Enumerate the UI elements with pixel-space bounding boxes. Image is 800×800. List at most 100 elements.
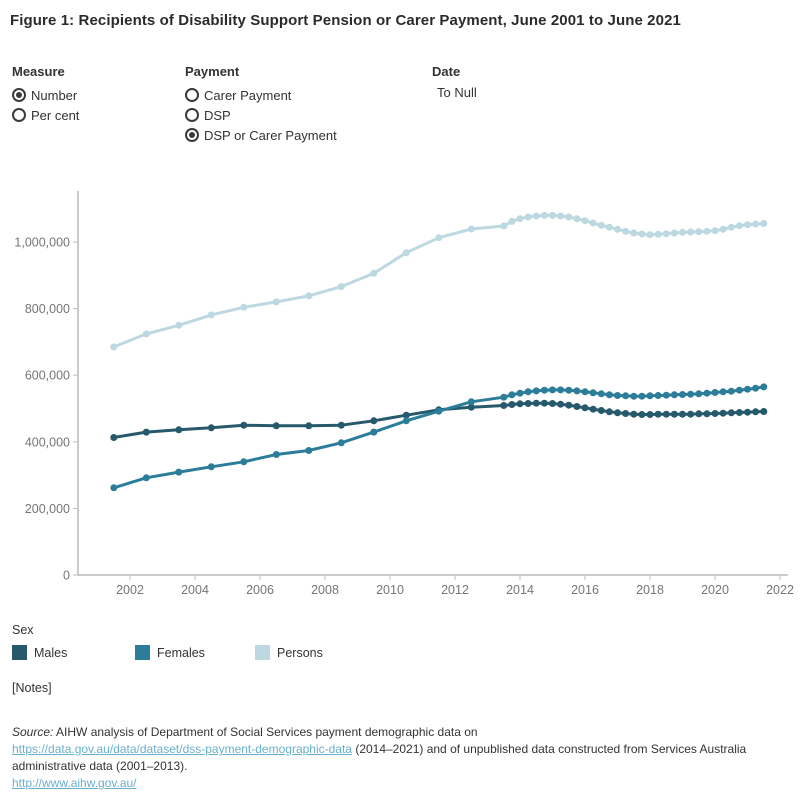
data-point (679, 391, 686, 398)
data-point (744, 221, 751, 229)
data-point (557, 400, 565, 408)
data-point (337, 283, 345, 291)
measure-option-number[interactable]: Number (12, 85, 79, 105)
data-point (272, 451, 280, 458)
data-point (597, 407, 605, 414)
source-text-2: (2014–2021) and of unpublished data cons… (351, 742, 747, 756)
data-point (240, 303, 248, 311)
data-point (646, 411, 654, 418)
data-point (272, 298, 280, 306)
data-point (638, 230, 646, 238)
data-point (305, 447, 313, 454)
x-tick-label: 2006 (246, 583, 274, 597)
data-point (703, 389, 711, 397)
data-point (752, 220, 760, 228)
data-point (605, 408, 613, 416)
data-point (614, 409, 621, 417)
data-point (573, 387, 581, 395)
series-persons (110, 211, 768, 351)
data-point (370, 269, 378, 277)
legend-item-persons[interactable]: Persons (255, 645, 323, 660)
data-point (703, 410, 711, 418)
series-females (110, 383, 768, 492)
data-point (402, 417, 410, 425)
data-point (532, 212, 540, 220)
data-point (630, 229, 638, 237)
data-point (605, 391, 613, 399)
radio-option-label: Number (31, 87, 78, 103)
data-point (614, 392, 621, 399)
legend-item-females[interactable]: Females (135, 645, 205, 660)
data-point (573, 215, 581, 223)
legend-swatch-females (135, 645, 150, 660)
data-point (500, 402, 508, 409)
source-text-1: AIHW analysis of Department of Social Se… (53, 725, 478, 739)
y-tick-label: 600,000 (25, 369, 70, 383)
radio-option-label: DSP or Carer Payment (204, 127, 337, 143)
x-tick-label: 2012 (441, 583, 469, 597)
data-point (605, 223, 613, 231)
y-tick-label: 200,000 (25, 502, 70, 516)
date-filter: Date To Null (432, 64, 477, 100)
data-point (402, 411, 410, 419)
data-point (679, 410, 686, 418)
data-point (719, 388, 727, 396)
payment-option-dsp[interactable]: DSP (185, 105, 337, 125)
line-chart[interactable]: 0 200,000 400,000 600,000 800,000 1,000,000 20… (0, 183, 800, 603)
data-point (662, 410, 670, 418)
data-point (500, 222, 508, 230)
radio-unselected-icon (185, 108, 199, 122)
data-point (727, 387, 735, 395)
date-filter-label: Date (432, 64, 461, 79)
series-line (113, 385, 765, 490)
data-point (735, 222, 743, 230)
data-point (735, 409, 743, 416)
data-point (337, 439, 345, 447)
data-point (581, 217, 589, 225)
data-point (110, 434, 118, 441)
legend-label: Persons (277, 645, 323, 660)
data-point (646, 392, 654, 400)
data-point (670, 229, 678, 237)
data-point (207, 463, 215, 471)
x-tick-label: 2014 (506, 583, 534, 597)
data-point (467, 225, 475, 233)
data-point (516, 400, 524, 408)
data-point (110, 343, 118, 351)
data-point (540, 386, 548, 394)
source-text-3: administrative data (2001–2013). (12, 759, 188, 773)
data-point (110, 484, 118, 492)
data-point (565, 386, 573, 394)
data-point (540, 211, 548, 219)
x-tick-label: 2004 (181, 583, 209, 597)
data-point (752, 408, 760, 416)
data-point (557, 212, 565, 220)
data-point (435, 407, 443, 415)
payment-option-dsp-or-carer-payment[interactable]: DSP or Carer Payment (185, 125, 337, 145)
legend-item-males[interactable]: Males (12, 645, 67, 660)
data-point (597, 390, 605, 398)
data-point (752, 384, 760, 392)
payment-option-carer-payment[interactable]: Carer Payment (185, 85, 337, 105)
legend-label: Females (157, 645, 205, 660)
data-point (654, 410, 662, 418)
data-point (638, 411, 646, 418)
date-filter-value[interactable]: To Null (437, 85, 477, 100)
y-tick-label: 800,000 (25, 302, 70, 316)
data-point (581, 388, 589, 396)
aihw-link[interactable]: http://www.aihw.gov.au/ (12, 776, 137, 790)
data-point (711, 389, 719, 396)
data-point (670, 391, 678, 399)
data-point (540, 399, 548, 407)
data-point (679, 228, 686, 236)
data-gov-link[interactable]: https://data.gov.au/data/dataset/dss-pay… (12, 742, 352, 756)
source-note: Source: AIHW analysis of Department of S… (12, 724, 792, 792)
data-point (240, 458, 248, 466)
data-point (565, 401, 573, 409)
measure-option-per-cent[interactable]: Per cent (12, 105, 79, 125)
data-point (687, 390, 695, 398)
data-point (305, 292, 313, 300)
radio-selected-icon (185, 128, 199, 142)
data-point (435, 234, 443, 242)
